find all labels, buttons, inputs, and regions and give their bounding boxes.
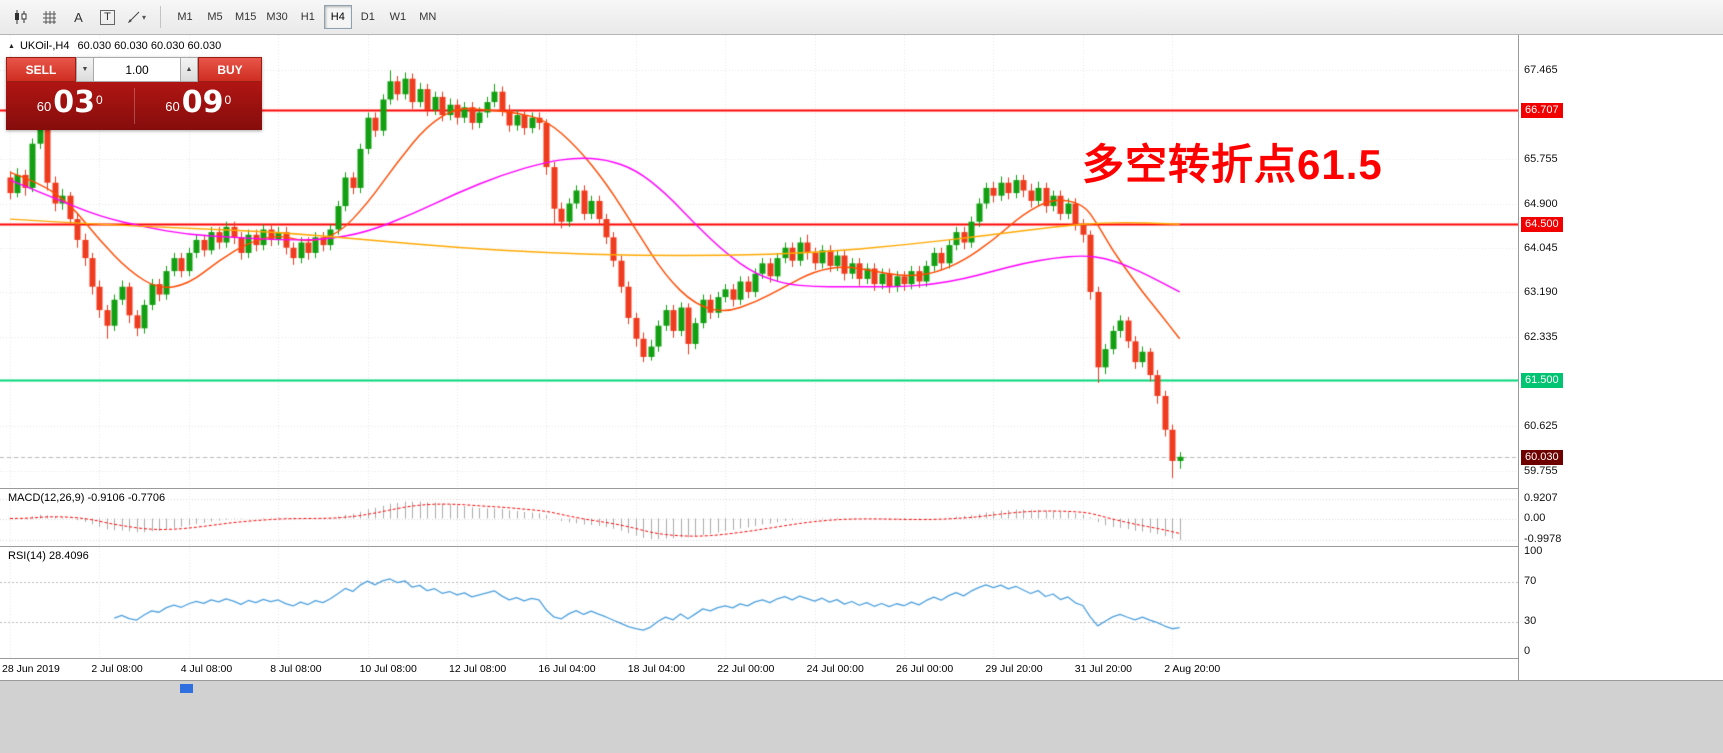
ask-price: 60 09 0	[135, 84, 263, 124]
time-label: 8 Jul 08:00	[270, 663, 322, 675]
rsi-scale-label: 70	[1524, 575, 1537, 587]
timeframe-m5[interactable]: M5	[207, 11, 223, 23]
rsi-label: RSI(14) 28.4096	[8, 550, 89, 562]
bid-price: 60 03 0	[6, 84, 134, 124]
time-label: 29 Jul 20:00	[985, 663, 1043, 675]
bid-ask-display[interactable]: 60 03 0 60 09 0	[6, 82, 262, 130]
volume-dropdown-button[interactable]: ▼	[76, 57, 94, 82]
time-label: 24 Jul 00:00	[806, 663, 864, 675]
time-label: 31 Jul 20:00	[1074, 663, 1133, 675]
price-scale-label: 63.190	[1524, 286, 1558, 299]
ohlc-values: 60.030 60.030 60.030 60.030	[77, 40, 222, 52]
price-scale-label: 64.045	[1524, 241, 1558, 254]
bid-big-figure: 60	[36, 98, 52, 114]
price-scale-label: 60.625	[1524, 419, 1558, 432]
chevron-up-icon: ▲	[185, 66, 193, 73]
macd-scale-label: 0.9207	[1524, 492, 1558, 505]
timeframe-group: M1 M5 M15 M30 H1 H4 D1 W1 MN	[170, 5, 443, 29]
rsi-scale-label: 100	[1524, 545, 1543, 557]
macd-scale-label: 0.00	[1524, 511, 1546, 524]
price-line-badge: 60.030	[1521, 449, 1563, 465]
timeframe-mn[interactable]: MN	[419, 11, 437, 23]
price-scale-label: 64.900	[1524, 197, 1558, 210]
timeframe-m30[interactable]: M30	[266, 11, 288, 23]
time-label: 16 Jul 04:00	[538, 663, 596, 675]
price-divider	[133, 88, 135, 124]
ask-big-figure: 60	[165, 98, 180, 114]
bid-pips: 03	[53, 84, 96, 120]
text-tool-label: A	[74, 9, 83, 25]
price-scale-label: 67.465	[1524, 64, 1558, 77]
toolbar: A T ▾ M1 M5 M15 M30 H1 H4 D1 W1 MN	[0, 0, 1723, 35]
label-tool-label: T	[100, 9, 115, 25]
time-label: 2 Jul 08:00	[91, 663, 143, 675]
sell-button[interactable]: SELL	[6, 57, 76, 82]
timeframe-m1[interactable]: M1	[177, 11, 193, 23]
text-tool-icon[interactable]: A	[65, 5, 92, 30]
chart-annotation: 多空转折点61.5	[1082, 141, 1383, 188]
time-label: 12 Jul 08:00	[449, 663, 507, 675]
macd-scale-label: -0.9978	[1524, 532, 1562, 545]
rsi-scale-label: 30	[1524, 615, 1537, 627]
ask-point: 0	[224, 92, 232, 107]
timeframe-m15[interactable]: M15	[235, 11, 257, 23]
bottom-strip-marker	[180, 684, 193, 693]
price-line-badge: 66.707	[1521, 102, 1563, 118]
ask-pips: 09	[181, 84, 224, 120]
chevron-down-icon: ▼	[81, 66, 89, 73]
bottom-strip	[0, 680, 1723, 753]
time-label: 26 Jul 00:00	[896, 663, 954, 675]
time-axis[interactable]: 28 Jun 2019 2 Jul 08:00 4 Jul 08:00 8 Jul 0…	[0, 658, 1518, 680]
symbol-period-label: UKOil-,H4	[19, 40, 70, 52]
macd-pane: MACD(12,26,9) -0.9106 -0.7706	[0, 488, 1518, 547]
grid-icon[interactable]	[36, 5, 63, 30]
volume-up-button[interactable]: ▲	[180, 57, 198, 82]
collapse-arrow-icon: ▲	[8, 43, 15, 50]
price-scale-label: 62.335	[1524, 330, 1558, 343]
rsi-pane: RSI(14) 28.4096	[0, 546, 1518, 659]
label-tool-icon[interactable]: T	[94, 5, 121, 30]
chart-tools-group: A T ▾	[6, 5, 151, 30]
time-label: 28 Jun 2019	[2, 663, 60, 675]
timeframe-d1[interactable]: D1	[360, 11, 375, 23]
price-axis[interactable]: 67.465 66.707 65.755 64.900 64.500 64.045 63.1…	[1518, 35, 1723, 680]
price-line-badge: 61.500	[1521, 373, 1563, 389]
buy-button[interactable]: BUY	[198, 57, 262, 82]
time-label: 18 Jul 04:00	[627, 663, 686, 675]
chevron-down-icon: ▾	[141, 12, 146, 22]
rsi-canvas[interactable]	[0, 548, 1518, 659]
price-line-badge: 64.500	[1521, 217, 1563, 233]
macd-canvas[interactable]	[0, 490, 1518, 547]
draw-tool-icon[interactable]: ▾	[123, 5, 150, 30]
timeframe-h4[interactable]: H4	[323, 5, 352, 29]
toolbar-separator	[160, 6, 161, 28]
macd-label: MACD(12,26,9) -0.9106 -0.7706	[8, 492, 166, 504]
rsi-scale-label: 0	[1524, 645, 1531, 657]
time-label: 22 Jul 00:00	[717, 663, 775, 675]
chart-window: ▲ UKOil-,H4 60.030 60.030 60.030 60.030 SE…	[0, 35, 1723, 753]
time-label: 2 Aug 20:00	[1164, 663, 1221, 675]
volume-input[interactable]	[94, 57, 180, 82]
bid-point: 0	[96, 92, 103, 107]
timeframe-w1[interactable]: W1	[389, 11, 407, 23]
chart-title: ▲ UKOil-,H4 60.030 60.030 60.030 60.030	[8, 40, 221, 52]
timeframe-h1[interactable]: H1	[300, 11, 315, 23]
price-scale-label: 65.755	[1524, 153, 1558, 166]
price-scale-label: 59.755	[1524, 465, 1558, 478]
candlestick-chart-icon[interactable]	[7, 5, 34, 30]
time-label: 4 Jul 08:00	[180, 663, 233, 675]
main-chart-pane: ▲ UKOil-,H4 60.030 60.030 60.030 60.030 SE…	[0, 35, 1518, 488]
time-label: 10 Jul 08:00	[359, 663, 417, 675]
